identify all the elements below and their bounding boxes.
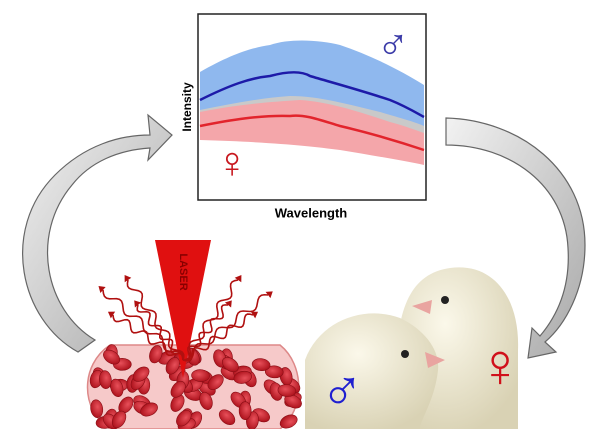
shape xyxy=(441,296,449,304)
figure: ♂ ♀ Intensity Wavelength LASER ♂ ♀ xyxy=(0,0,589,429)
laser-label: LASER xyxy=(177,253,189,290)
female-symbol: ♀ xyxy=(216,139,249,188)
wave-head xyxy=(225,300,232,307)
shape xyxy=(401,350,409,358)
blood-vessel xyxy=(88,344,304,429)
spectrum-panel: ♂ ♀ Intensity Wavelength xyxy=(180,14,426,220)
chick-female-symbol: ♀ xyxy=(477,331,524,400)
chicks-photo: ♂ ♀ xyxy=(305,267,523,429)
blood-cell xyxy=(239,402,251,420)
x-axis-label: Wavelength xyxy=(275,205,348,220)
male-symbol: ♂ xyxy=(377,21,410,70)
chick-male-symbol: ♂ xyxy=(320,358,364,423)
wave-head xyxy=(98,286,105,293)
y-axis-label: Intensity xyxy=(180,82,194,132)
